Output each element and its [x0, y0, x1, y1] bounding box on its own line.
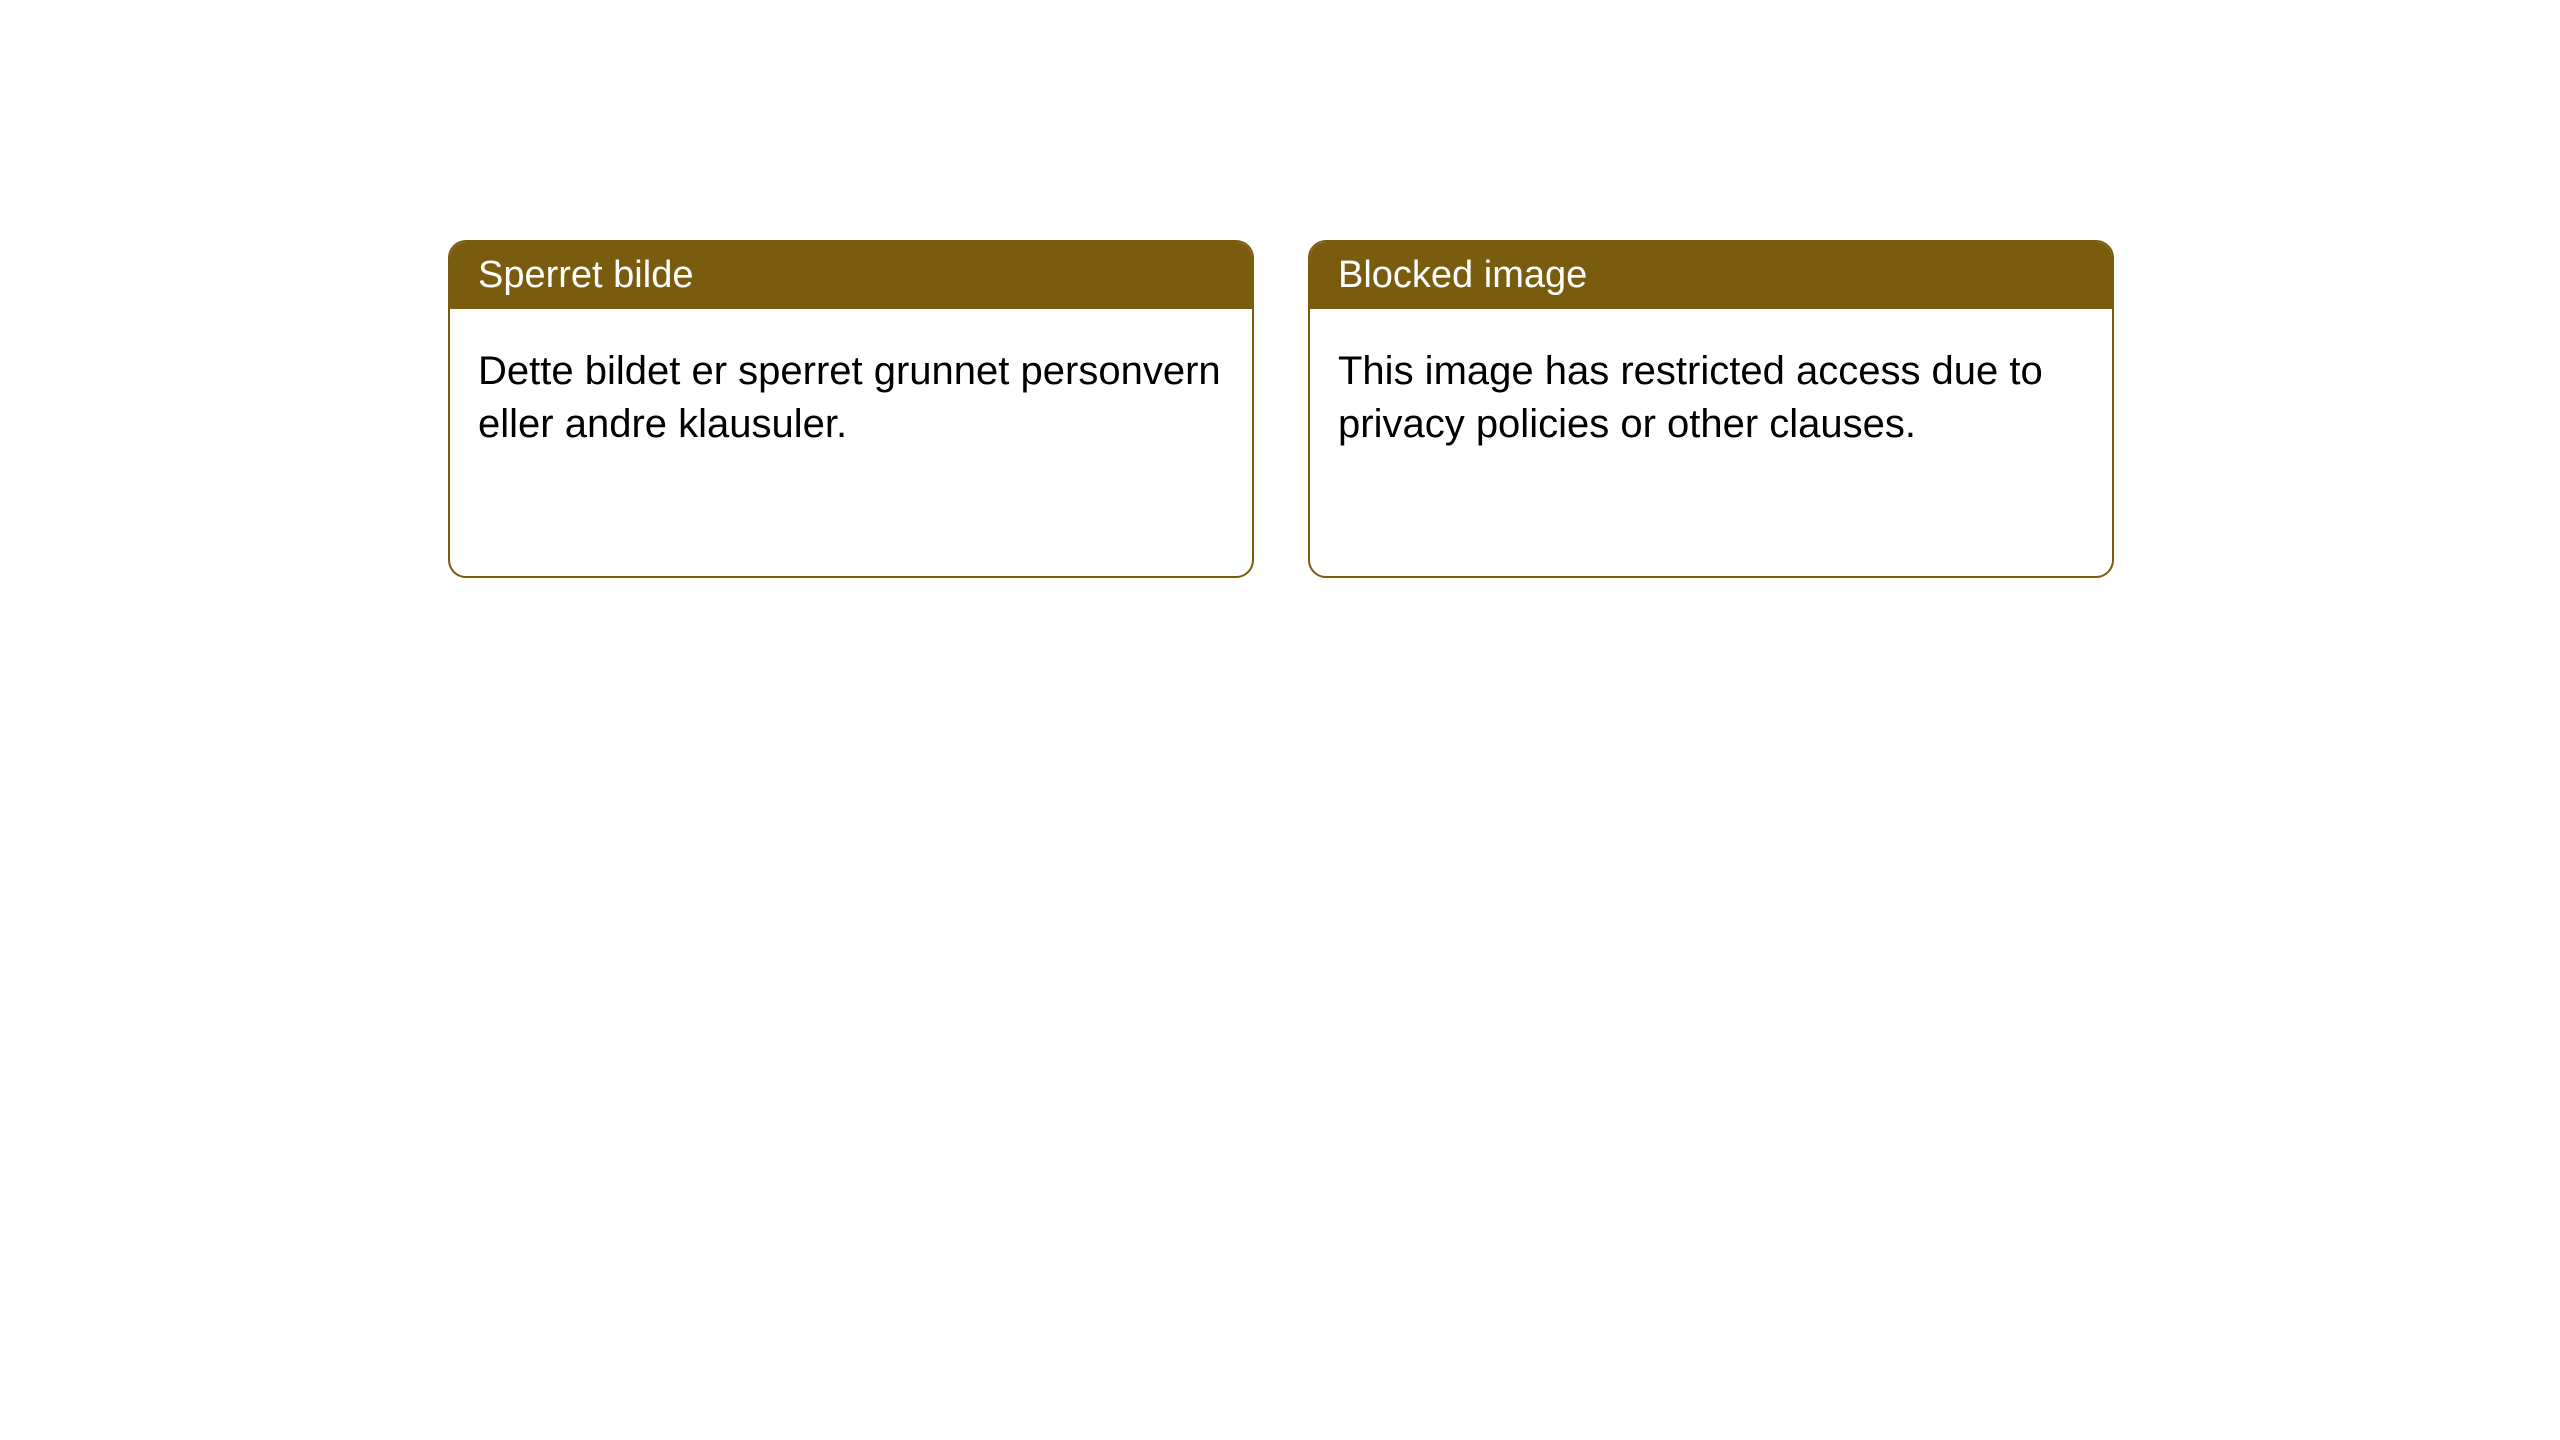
notice-header-english: Blocked image	[1310, 242, 2112, 309]
notice-body-norwegian: Dette bildet er sperret grunnet personve…	[450, 309, 1252, 487]
notice-body-english: This image has restricted access due to …	[1310, 309, 2112, 487]
notice-card-norwegian: Sperret bilde Dette bildet er sperret gr…	[448, 240, 1254, 578]
notice-container: Sperret bilde Dette bildet er sperret gr…	[0, 0, 2560, 578]
notice-card-english: Blocked image This image has restricted …	[1308, 240, 2114, 578]
notice-header-norwegian: Sperret bilde	[450, 242, 1252, 309]
